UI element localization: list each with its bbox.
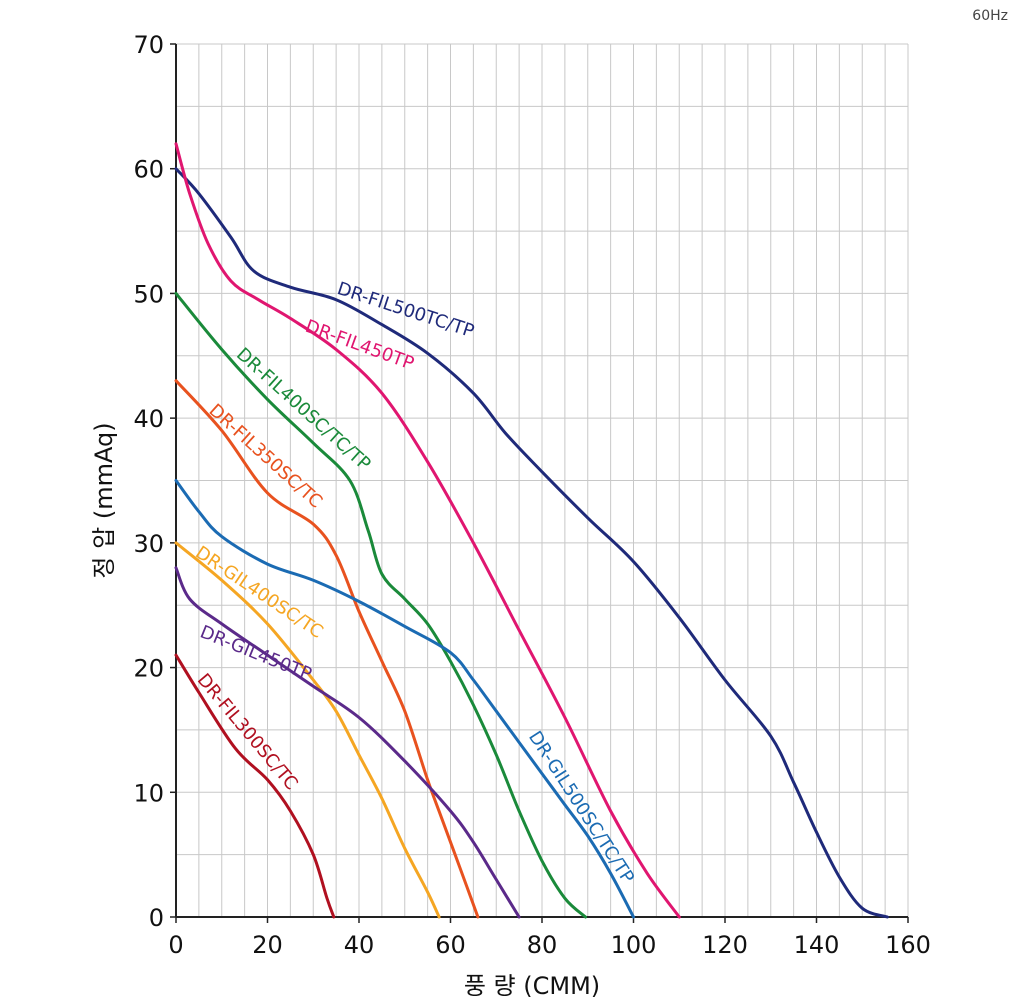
y-tick-label: 40: [133, 405, 164, 433]
y-axis-title: 정 압 (mmAq): [90, 422, 118, 578]
series-line-dr-gil450tp: [174, 566, 521, 919]
grid: [175, 43, 909, 918]
x-tick-label: 40: [344, 931, 375, 959]
y-tick-label: 70: [133, 31, 164, 59]
series-line-dr-fil400sc-tc-tp: [174, 291, 587, 919]
series-line-dr-fil300sc-tc: [174, 653, 336, 919]
x-tick-label: 60: [435, 931, 466, 959]
frequency-note: 60Hz: [972, 8, 1008, 24]
series-label-dr-fil450tp: DR-FIL450TP: [302, 316, 416, 375]
y-tick-label: 0: [149, 904, 164, 932]
x-axis-title: 풍 량 (CMM): [464, 972, 600, 1000]
x-tick-label: 0: [168, 931, 183, 959]
x-tick-label: 20: [252, 931, 283, 959]
series-group: [174, 142, 889, 919]
axes: 0 20 40 60 80 100 120 140 160 0 10 20 30 40 50 60 70: [133, 31, 930, 959]
x-tick-label: 140: [794, 931, 840, 959]
y-tick-label: 50: [133, 280, 164, 308]
series-line-dr-gil400sc-tc: [174, 541, 441, 919]
series-line-dr-fil350sc-tc: [174, 379, 480, 919]
x-tick-label: 120: [702, 931, 748, 959]
y-tick-label: 10: [133, 779, 164, 807]
series-line-dr-fil450tp: [174, 142, 681, 919]
x-tick-label: 80: [527, 931, 558, 959]
y-tick-label: 60: [133, 156, 164, 184]
series-label-dr-fil300sc-tc: DR-FIL300SC/TC: [193, 670, 302, 794]
series-line-dr-fil500tc-tp: [174, 167, 889, 919]
x-tick-label: 160: [885, 931, 931, 959]
y-tick-label: 30: [133, 530, 164, 558]
y-tick-label: 20: [133, 655, 164, 683]
series-labels: DR-FIL500TC/TPDR-FIL450TPDR-FIL400SC/TC/…: [192, 278, 639, 887]
x-tick-label: 100: [611, 931, 657, 959]
series-line-dr-gil500sc-tc-tp: [174, 479, 635, 919]
